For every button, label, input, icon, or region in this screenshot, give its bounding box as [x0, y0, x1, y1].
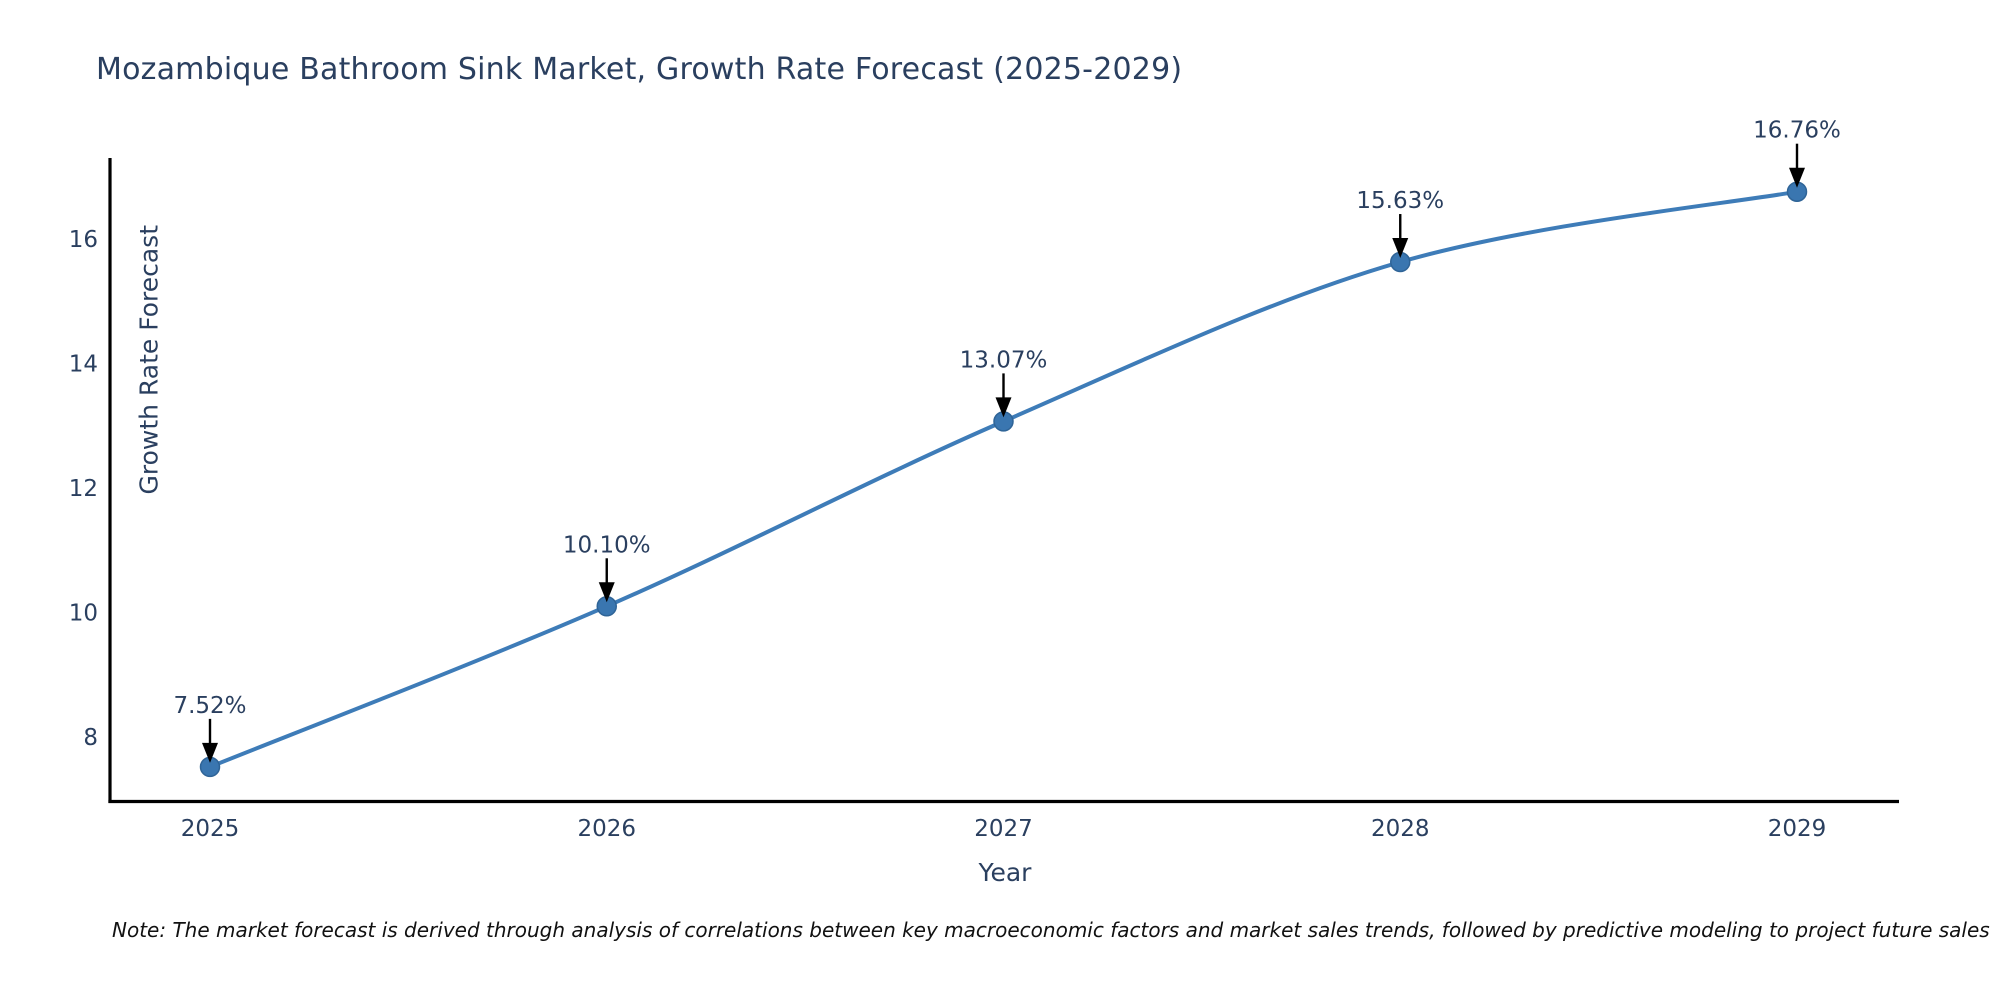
trend-line [208, 189, 1799, 769]
data-point-label: 10.10% [563, 532, 651, 558]
x-tick-label: 2025 [181, 816, 240, 842]
chart-title: Mozambique Bathroom Sink Market, Growth … [96, 52, 1183, 87]
y-axis-title: Growth Rate Forecast [134, 225, 164, 495]
x-tick-label: 2029 [1768, 816, 1827, 842]
annotation-arrowhead-icon [1789, 167, 1805, 188]
annotation-arrowhead-icon [202, 742, 218, 763]
footnote: Note: The market forecast is derived thr… [112, 918, 1990, 942]
y-tick-label: 16 [69, 227, 98, 253]
data-point-label: 15.63% [1356, 188, 1444, 214]
y-tick-label: 10 [69, 601, 98, 627]
annotation-arrowhead-icon [598, 582, 615, 603]
y-tick-label: 12 [69, 476, 98, 502]
data-point-label: 16.76% [1753, 118, 1841, 144]
x-tick-label: 2028 [1371, 816, 1430, 842]
data-point-label: 13.07% [960, 347, 1048, 373]
y-tick-label: 8 [83, 725, 98, 751]
y-tick-label: 14 [69, 352, 98, 378]
data-point-label: 7.52% [173, 693, 246, 719]
x-tick-label: 2026 [577, 816, 636, 842]
annotation-arrowhead-icon [995, 397, 1012, 418]
annotation-arrowhead-icon [1392, 238, 1409, 259]
x-tick-label: 2027 [974, 816, 1033, 842]
x-axis-title: Year [978, 858, 1032, 887]
